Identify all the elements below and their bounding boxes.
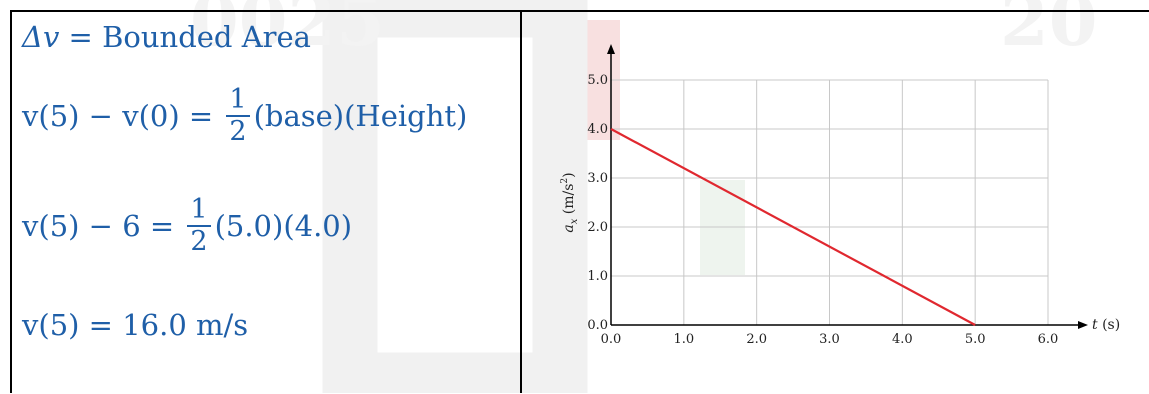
y-tick-label: 5.0 <box>587 73 608 88</box>
x-tick-label: 5.0 <box>965 332 986 347</box>
equation-2-rhs: (base)(Height) <box>253 99 468 133</box>
equation-4-rhs: 16.0 m/s <box>122 308 249 342</box>
equation-2-lhs: v(5) − v(0) = <box>22 99 223 133</box>
acceleration-chart: 0.0 1.0 2.0 3.0 4.0 5.0 6.0 0.0 1.0 2.0 3.0 4.0 5.0 … <box>525 20 1145 390</box>
y-axis-arrow <box>607 44 615 54</box>
x-tick-label: 2.0 <box>746 332 767 347</box>
equation-line-4: v(5) = 16.0 m/s <box>22 308 248 342</box>
equation-line-3: v(5) − 6 = 1 2 (5.0)(4.0) <box>22 194 353 259</box>
equation-1-eq: = <box>59 20 103 54</box>
y-axis-label-var: a <box>561 224 577 232</box>
y-axis-label-unit: (m/s <box>561 184 577 219</box>
panel-divider <box>520 10 522 393</box>
equation-1-lhs: Δv <box>22 20 60 54</box>
equation-line-1: Δv = Bounded Area <box>22 20 311 54</box>
x-tick-label: 4.0 <box>892 332 913 347</box>
equation-3-frac-num: 1 <box>190 194 208 225</box>
x-axis-label-unit: (s) <box>1098 317 1121 333</box>
equation-3-rhs: (5.0)(4.0) <box>214 209 353 243</box>
y-axis-label-close: ) <box>561 172 577 177</box>
equation-2-frac-num: 1 <box>229 84 247 115</box>
chart-grid <box>611 79 1049 325</box>
equation-4-lhs: v(5) = <box>22 308 123 342</box>
equation-line-2: v(5) − v(0) = 1 2 (base)(Height) <box>22 84 468 149</box>
y-tick-label: 3.0 <box>587 171 608 186</box>
x-tick-label: 6.0 <box>1038 332 1059 347</box>
equation-3-lhs: v(5) − 6 = <box>22 209 184 243</box>
equations-panel: Δv = Bounded Area v(5) − v(0) = 1 2 (base)… <box>14 12 514 392</box>
y-tick-label: 0.0 <box>587 318 608 333</box>
acceleration-line <box>610 128 976 326</box>
y-axis-label: ax (m/s2) <box>560 172 580 232</box>
equation-1-rhs: Bounded Area <box>102 20 311 54</box>
equation-3-frac-den: 2 <box>187 225 211 257</box>
equation-2-frac-den: 2 <box>226 115 250 147</box>
chart-axes <box>607 44 1088 329</box>
y-tick-label: 2.0 <box>587 220 608 235</box>
x-axis-label: t (s) <box>1092 317 1120 333</box>
chart-ticks: 0.0 1.0 2.0 3.0 4.0 5.0 6.0 0.0 1.0 2.0 3.0 4.0 5.0 <box>587 73 1058 347</box>
chart-svg: 0.0 1.0 2.0 3.0 4.0 5.0 6.00.01.02.03.04.05.0 … <box>560 44 1120 347</box>
y-tick-label: 1.0 <box>587 269 608 284</box>
x-tick-label: 0.0 <box>601 332 622 347</box>
chart-series <box>610 128 976 326</box>
x-tick-label: 3.0 <box>819 332 840 347</box>
y-tick-label: 4.0 <box>587 122 608 137</box>
x-axis-label-var: t <box>1092 317 1098 333</box>
x-axis-arrow <box>1078 321 1088 329</box>
x-tick-label: 1.0 <box>673 332 694 347</box>
